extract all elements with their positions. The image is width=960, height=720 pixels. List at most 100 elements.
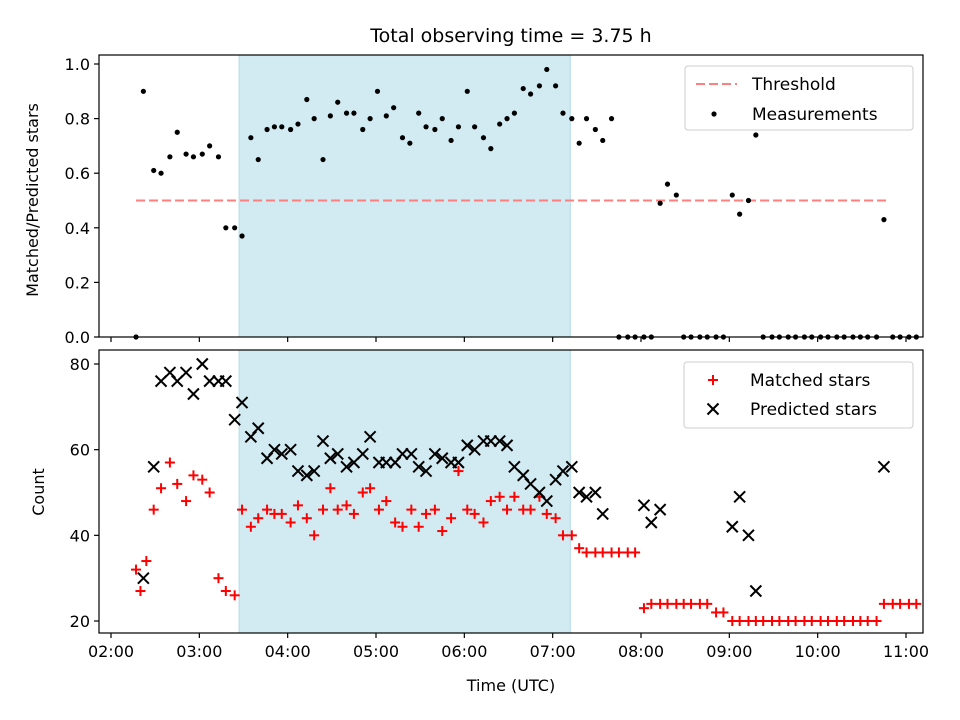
legend-measurements-swatch	[711, 111, 717, 117]
measurement-point-23	[320, 156, 326, 163]
matched-point-61	[613, 547, 624, 558]
matched-point-56	[574, 543, 585, 554]
measurement-point-53	[560, 110, 566, 116]
predicted-point-1	[147, 460, 160, 474]
predicted-point-55-b	[580, 490, 593, 503]
predicted-point-21	[307, 464, 321, 478]
predicted-point-55	[580, 490, 593, 503]
predicted-point-35	[419, 464, 433, 478]
predicted-point-32	[396, 447, 409, 461]
measurement-point-17	[271, 124, 278, 130]
bottom-x-tick-label-8: 10:00	[795, 642, 841, 661]
bottom-x-tick-label-9: 11:00	[883, 642, 929, 661]
matched-point-50	[525, 504, 536, 515]
matched-point-41	[453, 466, 464, 477]
predicted-point-23-b	[324, 452, 337, 465]
predicted-point-33-b	[405, 447, 418, 461]
legend-predicted-label: Predicted stars	[750, 400, 877, 420]
measurement-point-58	[600, 137, 606, 144]
measurement-point-14	[248, 135, 254, 141]
matched-point-65	[646, 598, 657, 609]
measurement-point-6	[183, 151, 189, 157]
matched-point-89	[839, 616, 850, 626]
predicted-point-16	[268, 443, 281, 456]
predicted-point-63	[742, 529, 755, 542]
legend-measurements-label: Measurements	[752, 105, 878, 125]
measurement-point-28	[360, 126, 366, 133]
measurement-point-12	[232, 225, 238, 231]
matched-point-24	[318, 504, 328, 515]
matched-point-76	[734, 616, 745, 626]
predicted-point-12	[235, 396, 249, 409]
measurement-point-11	[223, 225, 229, 231]
predicted-point-59	[645, 516, 658, 529]
matched-point-25	[325, 483, 336, 494]
predicted-point-7-b	[196, 357, 209, 371]
measurement-point-30	[374, 88, 381, 94]
predicted-point-61	[726, 520, 739, 533]
bottom-x-tick-label-4: 06:00	[441, 642, 487, 661]
predicted-point-47-b	[517, 469, 530, 482]
measurement-point-57	[592, 126, 598, 133]
predicted-point-54-b	[572, 486, 586, 499]
predicted-point-1-b	[147, 460, 160, 474]
measurement-point-13	[239, 233, 245, 239]
bottom-y-tick-label-2: 60	[70, 441, 90, 460]
measurement-point-5	[174, 129, 180, 135]
predicted-point-37	[436, 452, 449, 465]
bottom-y-tick-label-0: 20	[70, 612, 90, 631]
predicted-point-61-b	[726, 520, 739, 533]
predicted-point-5	[179, 366, 193, 379]
measurement-point-32	[391, 105, 397, 111]
bottom-panel: 02:00 03:00 04:00 05:00 06:00 07:00 08:00 09:00…	[29, 349, 929, 695]
matched-point-33	[390, 517, 401, 528]
measurement-point-31	[383, 113, 389, 119]
predicted-point-62	[733, 490, 746, 503]
predicted-point-28	[363, 430, 377, 444]
predicted-point-22-b	[316, 434, 330, 448]
top-y-tick-label-4: 0.8	[65, 110, 90, 129]
matched-point-29	[357, 487, 368, 498]
matched-point-21	[292, 500, 303, 511]
predicted-point-36-b	[428, 447, 442, 461]
measurement-point-39	[448, 137, 454, 144]
bottom-y-tick-label-1: 40	[70, 526, 90, 545]
legend-threshold-label: Threshold	[751, 75, 836, 95]
predicted-point-8	[203, 374, 216, 388]
legend-x-mark-b	[706, 402, 720, 416]
matched-point-85	[806, 616, 817, 626]
measurement-point-9	[207, 143, 213, 149]
predicted-point-34-b	[412, 460, 425, 474]
matched-point-7	[181, 496, 192, 507]
measurement-point-52	[553, 83, 559, 89]
predicted-point-6	[187, 387, 200, 401]
predicted-point-64-b	[749, 584, 763, 598]
predicted-point-48-b	[524, 477, 537, 491]
measurement-point-56	[583, 116, 590, 122]
predicted-point-10	[219, 374, 233, 388]
predicted-point-7	[196, 357, 209, 371]
top-y-tick-label-2: 0.4	[65, 219, 90, 238]
measurement-point-43	[480, 135, 487, 141]
matched-point-63	[630, 547, 641, 558]
matched-point-0	[131, 564, 142, 575]
bottom-shaded-interval	[238, 349, 571, 634]
bottom-y-ticks: 20 40 60 80	[70, 355, 99, 631]
predicted-point-54	[572, 486, 586, 499]
bottom-legend: Matched stars Predicted stars	[683, 361, 914, 429]
predicted-point-8-b	[203, 374, 216, 388]
measurement-point-26	[343, 110, 350, 116]
predicted-point-30-b	[380, 456, 393, 469]
top-x-ticks	[110, 337, 907, 342]
measurement-point-22	[311, 116, 317, 122]
predicted-point-57	[596, 507, 609, 521]
top-axes-frame	[98, 54, 924, 338]
predicted-point-20	[300, 469, 314, 482]
matched-point-44	[478, 517, 489, 528]
matched-point-52	[541, 508, 552, 519]
legend-x-mark	[706, 402, 720, 416]
matched-point-48	[509, 491, 520, 502]
matched-point-38	[429, 504, 440, 515]
matched-point-8	[188, 470, 199, 481]
predicted-point-25	[340, 460, 353, 474]
